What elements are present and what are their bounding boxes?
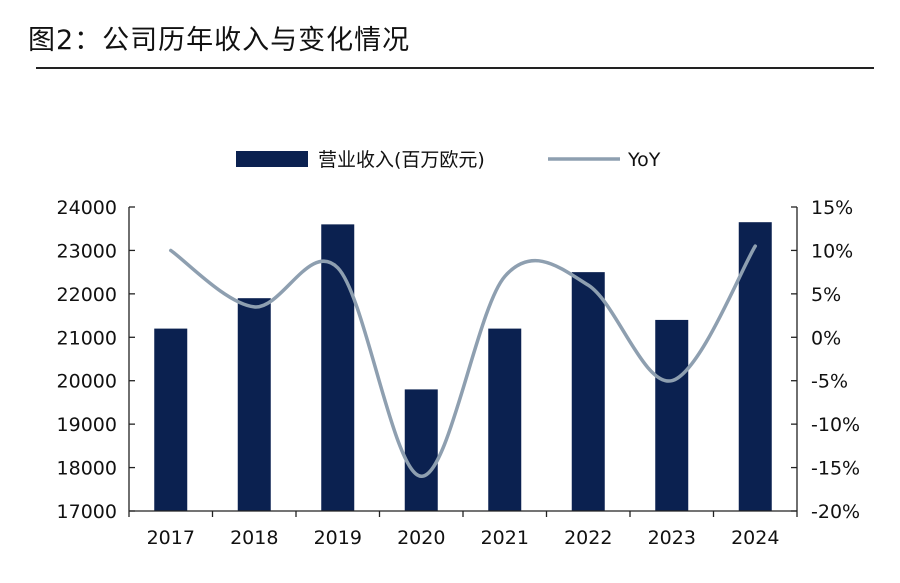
y-left-tick-label: 20000 (57, 371, 117, 393)
x-tick-label: 2018 (230, 527, 278, 549)
bar-2018 (237, 298, 271, 511)
x-tick-label: 2017 (147, 527, 195, 549)
x-tick-label: 2023 (648, 527, 696, 549)
x-tick-label: 2021 (481, 527, 529, 549)
y-right-tick-label: -5% (811, 371, 848, 393)
legend-swatch-revenue (236, 151, 308, 167)
chart-axes: 24000 23000 22000 21000 20000 19000 18000 17000… (57, 197, 861, 549)
x-tick-label: 2024 (731, 527, 779, 549)
y-left-tick-label: 19000 (57, 414, 117, 436)
figure-title: 图2：公司历年收入与变化情况 (28, 25, 411, 56)
bar-2022 (571, 272, 605, 511)
bar-2017 (154, 328, 188, 511)
y-right-tick-label: 0% (811, 327, 841, 349)
bar-2023 (655, 319, 689, 511)
y-right-tick-label: -15% (811, 458, 860, 480)
y-right-tick-label: 15% (811, 197, 853, 219)
y-left-tick-label: 18000 (57, 458, 117, 480)
y-right-tick-label: 5% (811, 284, 841, 306)
y-right-tick-label: -20% (811, 501, 860, 523)
chart-legend: 营业收入(百万欧元) YoY (236, 149, 661, 171)
title-divider (36, 67, 874, 69)
y-right-tick-label: -10% (811, 414, 860, 436)
revenue-bars (154, 222, 772, 511)
legend-label-yoy: YoY (627, 149, 661, 171)
y-right-tick-label: 10% (811, 240, 853, 262)
y-left-tick-label: 24000 (57, 197, 117, 219)
legend-label-revenue: 营业收入(百万欧元) (318, 149, 485, 171)
y-left-tick-label: 21000 (57, 327, 117, 349)
yoy-series (169, 244, 757, 479)
y-left-tick-label: 17000 (57, 501, 117, 523)
y-left-tick-label: 22000 (57, 284, 117, 306)
bar-2021 (488, 328, 522, 511)
x-tick-label: 2022 (564, 527, 612, 549)
bar-2020 (404, 389, 438, 511)
bar-2019 (321, 224, 355, 511)
x-tick-label: 2019 (314, 527, 362, 549)
x-tick-label: 2020 (397, 527, 445, 549)
yoy-line (169, 244, 757, 479)
y-left-tick-label: 23000 (57, 240, 117, 262)
